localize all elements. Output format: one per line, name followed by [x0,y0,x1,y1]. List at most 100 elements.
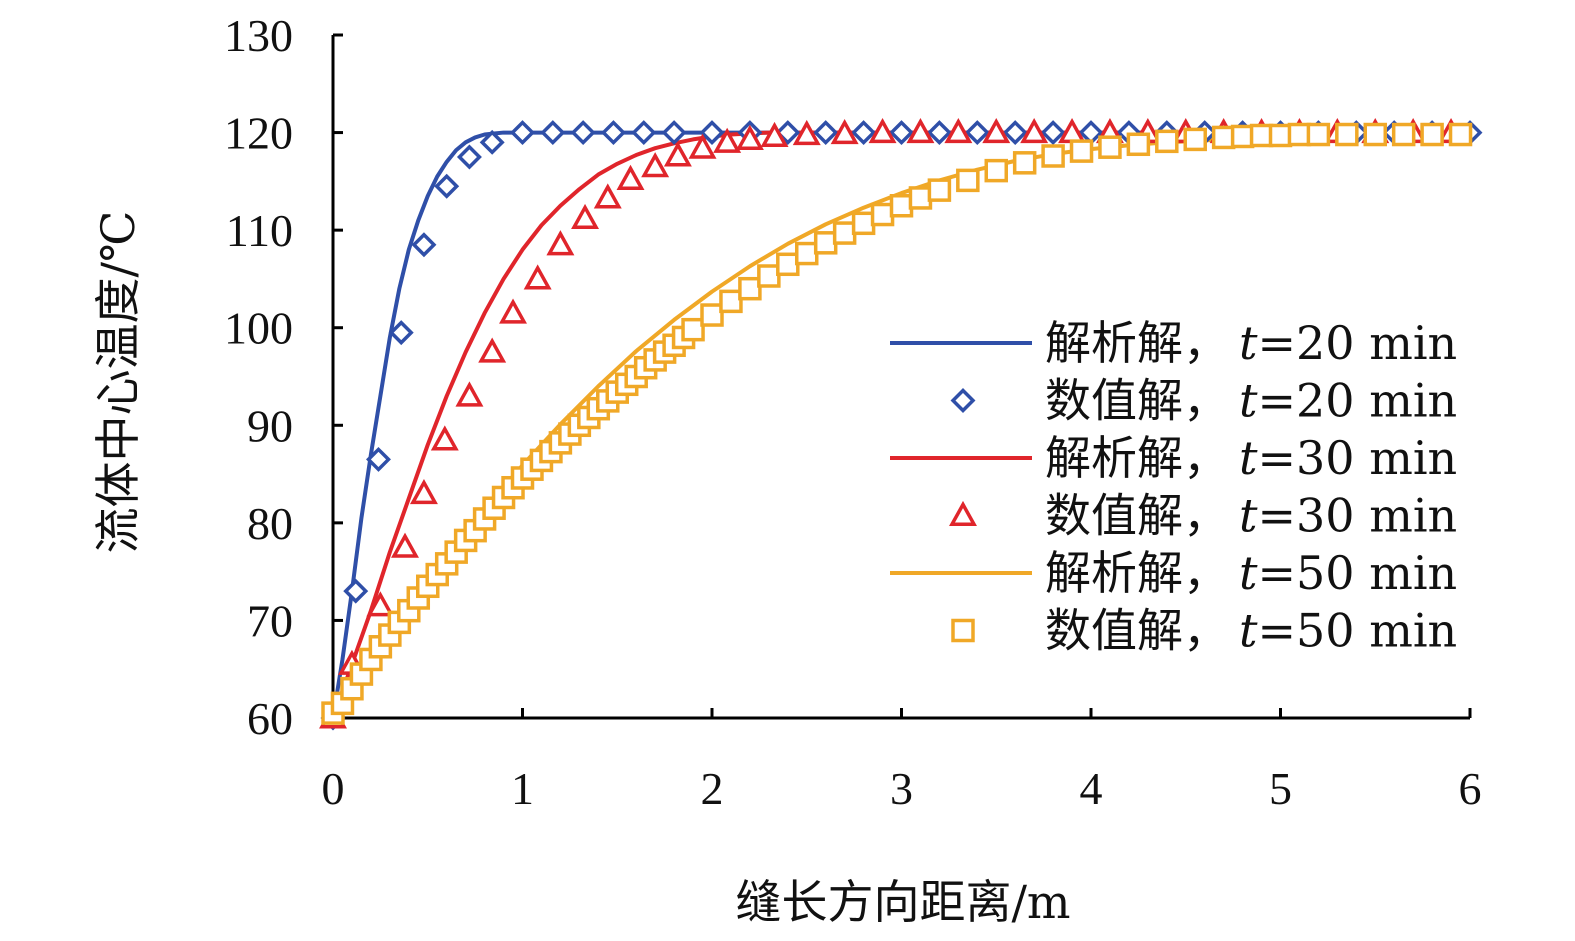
series-6-point [1155,129,1179,154]
series-2-point [813,120,839,146]
legend-entry: 解析解， t=30 min [890,431,1457,485]
series-6-point [1041,144,1065,168]
series-2-point [851,120,877,146]
series-2-point [479,129,505,155]
series-6-point [1230,124,1255,149]
series-6-point [984,158,1008,183]
y-tick-label: 90 [247,400,293,451]
axes: 0 1 2 3 4 5 6 60 70 80 90 100 110 120 130 [224,10,1482,814]
y-tick-label: 70 [247,595,293,646]
series-4-point [571,203,600,229]
legend-label-time-var: t [1239,316,1258,370]
series-4-point [455,381,484,407]
x-tick-label: 4 [1080,763,1103,814]
series-6-point [851,211,876,236]
series-4-point [735,124,764,150]
legend-label: 解析解， t=30 min [1045,431,1457,485]
series-2-point [600,120,626,146]
legend-label: 解析解， t=20 min [1045,316,1457,370]
series-2-point [661,120,687,146]
series-6-point [956,168,980,193]
series-4-point [1020,117,1049,144]
series-2-point [1002,120,1028,146]
series-6-point [1069,139,1094,163]
x-axis-title: 缝长方向距离/m [735,875,1070,929]
legend-entry: 解析解， t=50 min [890,546,1457,600]
series-6-point [1391,122,1416,147]
series-6-point [1012,151,1037,175]
series-6-point [1448,122,1473,147]
series-2-point [631,120,657,146]
series-4-point [478,337,507,363]
legend-label-method: 数值解， [1045,374,1229,428]
y-tick-label: 60 [247,693,293,744]
series-4-point [366,591,395,617]
series-6-point [813,231,838,255]
legend-entry: 解析解， t=20 min [890,316,1457,370]
series-4-point [523,264,552,290]
series-6-point [1335,122,1359,147]
series-4-point [430,425,459,451]
series-6-point [870,202,895,227]
legend-label-time-value: =30 min [1258,431,1458,485]
legend-entry: 数值解， t=30 min [949,489,1457,543]
series-2-point [926,120,952,146]
series-4-point [906,117,935,144]
legend-marker-swatch [951,618,975,643]
series-4-point [868,117,897,144]
legend-label-time-var: t [1239,489,1258,543]
series-4-point [792,119,821,146]
legend-entry: 数值解， t=50 min [951,604,1457,658]
series-2-point [540,120,566,146]
series-2-point [343,578,369,604]
x-tick-label: 1 [511,763,534,814]
series-2-point [699,120,725,146]
x-tick-label: 2 [701,763,724,814]
y-tick-label: 120 [224,108,293,159]
series-6-point [832,221,857,245]
series-6-point [908,186,933,210]
series-2-point [456,144,482,170]
series-6-point [1363,122,1387,147]
series-6-point [776,252,800,277]
series-4-point [760,121,789,148]
legend-label-method: 数值解， [1045,489,1229,543]
y-axis-title: 流体中心温度/℃ [91,211,145,554]
x-tick-label: 5 [1269,763,1292,814]
x-tick-label: 6 [1459,763,1482,814]
series-4-point [641,152,670,178]
y-tick-label: 130 [224,10,293,61]
legend-label-method: 解析解， [1045,431,1229,485]
series-6-point [1287,122,1312,147]
y-tick-label: 80 [247,498,293,549]
series-6-point [1268,123,1293,148]
series-6-point [700,303,724,327]
legend-label-method: 解析解， [1045,316,1229,370]
plot-area [319,117,1483,731]
series-4-point [713,127,742,153]
series-6-point [1211,125,1236,150]
legend-label: 解析解， t=50 min [1045,546,1457,600]
legend-entry: 数值解， t=20 min [950,374,1458,428]
series-2-point [570,120,596,146]
series-6-point [681,317,705,342]
series-6-point [738,276,762,301]
series-4-point [688,133,717,159]
series-2-point [510,120,535,146]
series-2-point [411,232,437,258]
series-4-point [944,117,973,144]
series-2-point [964,120,990,146]
legend-background [875,300,1455,660]
series-4-point [593,183,622,209]
series-2-point [388,320,414,346]
series-6-point [1306,122,1331,147]
legend-label-time-value: =20 min [1258,374,1458,428]
legend-label: 数值解， t=30 min [1045,489,1457,543]
legend-label: 数值解， t=50 min [1045,604,1457,658]
series-4-point [830,118,859,145]
series-6-point [1183,127,1207,152]
legend-label-time-var: t [1239,604,1258,658]
series-4-point [546,230,575,256]
series-2-point [1040,120,1066,146]
